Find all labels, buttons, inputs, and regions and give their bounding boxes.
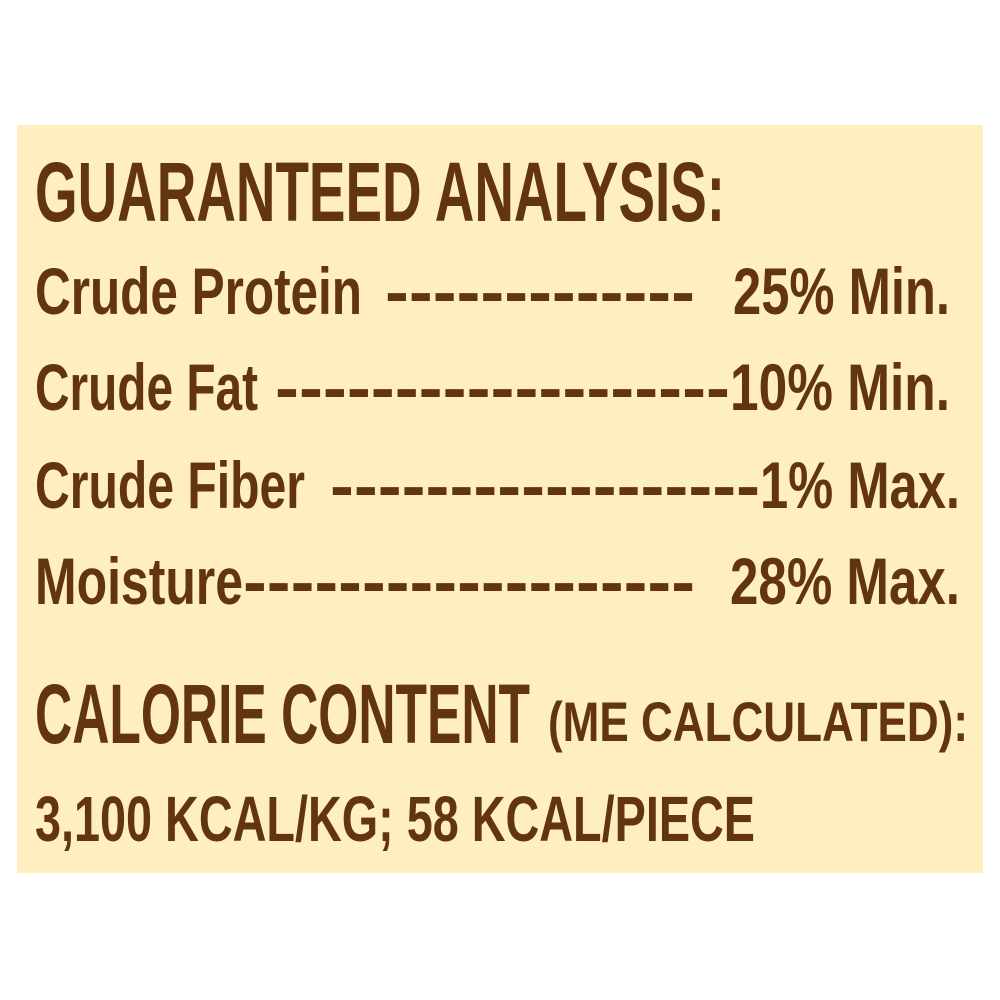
row-label: Moisture	[35, 544, 243, 618]
row-label: Crude Protein	[35, 254, 362, 328]
row-dashes: -------------	[385, 254, 695, 328]
row-dashes: -------------------	[275, 350, 730, 424]
row-label: Crude Fiber	[35, 448, 305, 522]
row-value: 25% Min.	[733, 254, 950, 328]
title: GUARANTEED ANALYSIS:	[35, 145, 725, 239]
calorie-heading: CALORIE CONTENT	[35, 667, 530, 761]
row-value: 10% Min.	[730, 350, 950, 424]
guaranteed-analysis-panel	[17, 125, 983, 873]
row-dashes: ------------------	[330, 448, 760, 522]
row-dashes: -------------------	[243, 544, 695, 618]
row-value: 1% Max.	[760, 448, 960, 522]
row-label: Crude Fat	[35, 350, 258, 424]
calorie-value: 3,100 KCAL/KG; 58 KCAL/PIECE	[35, 783, 755, 855]
calorie-note: (ME CALCULATED):	[548, 690, 968, 753]
row-value: 28% Max.	[730, 544, 960, 618]
